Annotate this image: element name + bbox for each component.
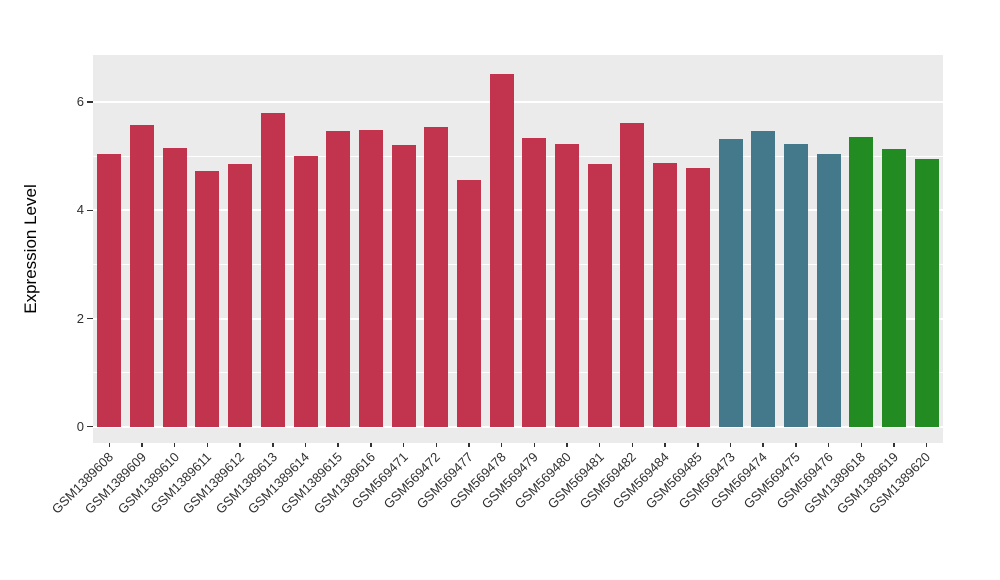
bar bbox=[424, 127, 449, 427]
x-tick-mark bbox=[762, 443, 764, 447]
bar bbox=[914, 158, 939, 427]
plot-panel bbox=[93, 55, 943, 443]
x-tick-mark bbox=[860, 443, 863, 447]
bar bbox=[555, 144, 580, 427]
x-tick-mark bbox=[729, 443, 732, 447]
x-tick-mark bbox=[108, 443, 111, 447]
y-tick-mark bbox=[87, 101, 93, 103]
x-tick-mark bbox=[795, 443, 797, 447]
y-tick-mark bbox=[87, 209, 93, 212]
x-tick-mark bbox=[925, 443, 928, 447]
bar bbox=[587, 163, 612, 427]
bar bbox=[685, 167, 710, 427]
y-tick-label: 2 bbox=[76, 310, 84, 326]
y-tick-label: 0 bbox=[76, 418, 84, 434]
x-tick-mark bbox=[533, 443, 536, 447]
bar bbox=[653, 163, 678, 427]
x-tick-mark bbox=[468, 443, 470, 447]
bar bbox=[293, 156, 318, 427]
y-tick-label: 6 bbox=[76, 94, 84, 110]
x-tick-mark bbox=[598, 443, 601, 447]
bar bbox=[260, 112, 285, 427]
bar bbox=[751, 130, 776, 427]
bar bbox=[130, 124, 155, 427]
x-tick-mark bbox=[272, 443, 274, 447]
y-tick-mark bbox=[87, 317, 93, 320]
gridline-major bbox=[93, 209, 943, 212]
gridline-minor bbox=[93, 155, 943, 157]
bar bbox=[228, 163, 253, 427]
y-tick-mark bbox=[87, 425, 93, 428]
bar bbox=[816, 153, 841, 427]
y-tick-label: 4 bbox=[76, 202, 84, 218]
x-tick-mark bbox=[893, 443, 895, 447]
x-tick-mark bbox=[697, 443, 699, 447]
x-tick-mark bbox=[337, 443, 339, 447]
bar bbox=[620, 122, 645, 427]
x-tick-mark bbox=[435, 443, 438, 447]
x-tick-mark bbox=[402, 443, 405, 447]
gridline-major bbox=[93, 425, 943, 428]
x-tick-mark bbox=[173, 443, 176, 447]
bar bbox=[162, 148, 187, 427]
x-tick-mark bbox=[827, 443, 830, 447]
gridline-major bbox=[93, 317, 943, 320]
bar bbox=[489, 73, 514, 427]
bar bbox=[849, 136, 874, 427]
bar bbox=[391, 144, 416, 427]
x-tick-mark bbox=[206, 443, 209, 447]
gridline-minor bbox=[93, 263, 943, 265]
bar bbox=[456, 180, 481, 427]
bar bbox=[881, 149, 906, 427]
bar bbox=[358, 130, 383, 427]
x-tick-mark bbox=[500, 443, 503, 447]
bar bbox=[783, 144, 808, 427]
x-tick-mark bbox=[631, 443, 634, 447]
x-tick-mark bbox=[370, 443, 372, 447]
x-tick-mark bbox=[304, 443, 307, 447]
bar bbox=[195, 170, 220, 427]
x-tick-mark bbox=[239, 443, 241, 447]
y-axis-title: Expression Level bbox=[21, 184, 40, 314]
bar bbox=[97, 153, 122, 427]
bar bbox=[718, 139, 743, 427]
bar bbox=[326, 130, 351, 427]
gridline-minor bbox=[93, 372, 943, 374]
x-tick-mark bbox=[566, 443, 568, 447]
x-tick-mark bbox=[141, 443, 143, 447]
gridline-major bbox=[93, 101, 943, 104]
x-tick-mark bbox=[664, 443, 666, 447]
bar bbox=[522, 137, 547, 427]
